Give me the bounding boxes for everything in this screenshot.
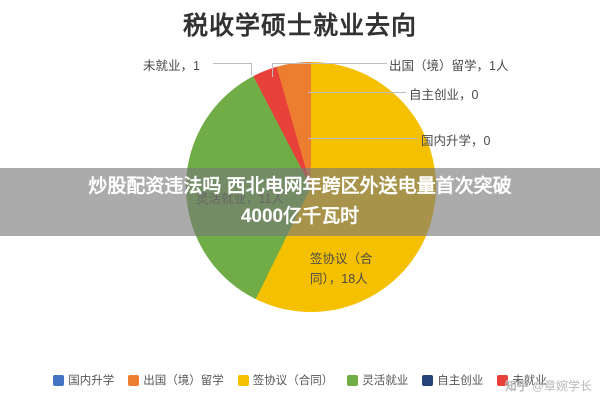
chart-title: 税收学硕士就业去向 — [182, 12, 417, 40]
legend-label-unemployed: 未就业 — [512, 375, 547, 387]
legend-item-domestic[interactable]: 国内升学 — [53, 372, 114, 388]
attribution: 知乎 @章婉学长 — [505, 377, 592, 394]
legend-item-flexible[interactable]: 灵活就业 — [347, 372, 408, 388]
legend-item-unemployed[interactable]: 未就业 — [497, 372, 547, 388]
legend-item-selfemploy[interactable]: 自主创业 — [422, 372, 483, 388]
legend-swatch-icon-domestic — [53, 374, 65, 386]
label-domestic: 国内升学，0 — [421, 134, 491, 148]
legend-item-abroad[interactable]: 出国（境）留学 — [128, 372, 224, 388]
legend-item-contract[interactable]: 签协议（合同） — [237, 372, 334, 388]
legend-swatch-icon-abroad — [128, 374, 140, 386]
label-unemployed: 未就业，1 — [143, 59, 200, 73]
legend-swatch-icon-flexible — [347, 374, 359, 386]
leader-line-abroad — [272, 63, 387, 64]
legend-label-abroad: 出国（境）留学 — [143, 375, 224, 387]
legend-label-flexible: 灵活就业 — [362, 375, 409, 387]
legend-swatch-icon-selfemploy — [422, 374, 434, 386]
chart-legend: 国内升学 出国（境）留学 签协议（合同） 灵活就业 自主创业 未就业 — [0, 372, 600, 388]
watermark-line-2: 4000亿千瓦时 — [240, 206, 360, 227]
zhihu-logo-icon: 知乎 — [504, 379, 529, 393]
legend-swatch-icon-contract — [237, 374, 249, 386]
attribution-user: @章婉学长 — [531, 379, 592, 393]
label-contract-line2: 同），18人 — [310, 272, 368, 286]
leader-line-domestic — [308, 138, 418, 139]
label-abroad: 出国（境）留学，1人 — [389, 59, 509, 73]
watermark-banner: 炒股配资违法吗 西北电网年跨区外送电量首次突破 4000亿千瓦时 — [0, 168, 600, 236]
leader-line-unemployed — [213, 63, 251, 64]
legend-swatch-icon-unemployed — [497, 374, 509, 386]
leader-line-unemployed-stub — [251, 63, 252, 75]
legend-label-selfemploy: 自主创业 — [437, 375, 484, 387]
legend-label-contract: 签协议（合同） — [252, 375, 334, 387]
label-selfemploy: 自主创业，0 — [409, 88, 479, 102]
watermark-text: 炒股配资违法吗 西北电网年跨区外送电量首次突破 4000亿千瓦时 — [20, 172, 580, 232]
label-contract-line1: 签协议（合 — [310, 252, 373, 266]
leader-line-selfemploy — [308, 92, 406, 93]
leader-line-abroad-stub — [272, 63, 273, 77]
watermark-line-1: 炒股配资违法吗 西北电网年跨区外送电量首次突破 — [88, 176, 512, 197]
legend-label-domestic: 国内升学 — [68, 375, 115, 387]
